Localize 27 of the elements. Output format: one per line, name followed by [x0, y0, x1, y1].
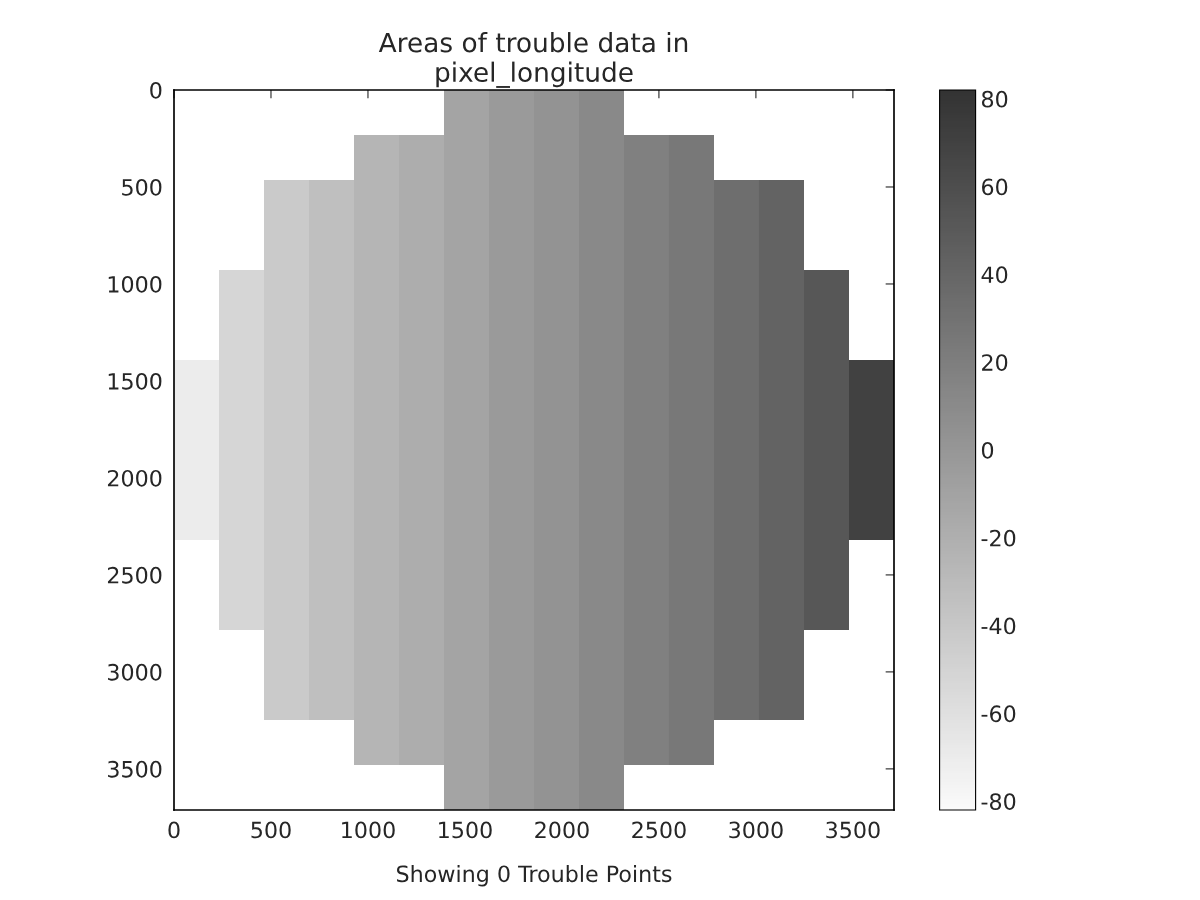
- color-bar-label: -40: [981, 617, 1016, 635]
- x-tick-label: 2000: [535, 821, 589, 839]
- y-tick-label: 2000: [107, 469, 162, 487]
- y-tick-label: 500: [122, 178, 162, 196]
- y-tick-label: 1000: [108, 275, 162, 293]
- color-bar-label: -80: [981, 793, 1016, 810]
- chart-title: Areas of trouble data in pixel_longitude: [378, 32, 688, 88]
- x-tick-label: 500: [251, 821, 291, 839]
- y-tick-label: 2500: [107, 566, 162, 584]
- y-tick-label: 1500: [108, 372, 162, 390]
- x-tick-label: 3500: [826, 821, 880, 839]
- color-bar-label: 40: [981, 266, 1008, 284]
- color-bar-label: 20: [982, 354, 1008, 371]
- x-tick-label: 0: [168, 821, 180, 839]
- color-bar-label: -20: [981, 529, 1016, 547]
- x-tick-label: 3000: [729, 821, 783, 839]
- color-bar-label: 80: [981, 90, 1008, 108]
- y-tick-label: 3500: [108, 760, 162, 778]
- x-tick-label: 2500: [632, 821, 686, 839]
- color-bar-label: -60: [981, 705, 1016, 723]
- color-bar-label: 60: [982, 178, 1008, 196]
- x-tick-label: 1000: [342, 821, 395, 839]
- color-bar-label: 0: [981, 441, 994, 459]
- text: Showing 0 Trouble Points: [396, 864, 672, 887]
- x-tick-label: 1500: [439, 821, 492, 839]
- y-tick-label: 0: [150, 81, 162, 99]
- y-tick-label: 3000: [108, 663, 162, 681]
